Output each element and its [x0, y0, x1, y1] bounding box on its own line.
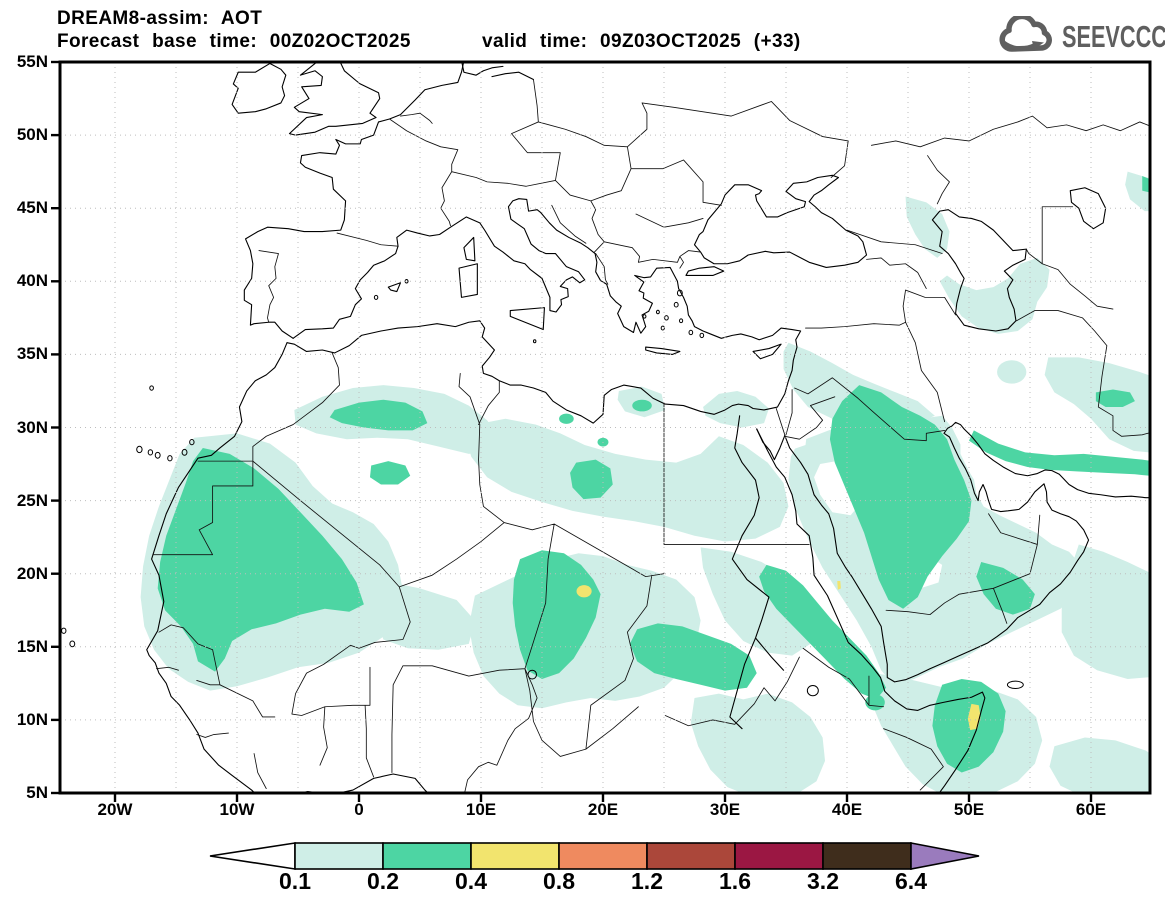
lon-tick-label: 20W: [97, 800, 133, 819]
lon-tick-label: 30E: [709, 800, 741, 819]
lat-tick-label: 55N: [16, 52, 48, 71]
lat-tick-label: 15N: [16, 636, 48, 656]
graticule: [60, 62, 1150, 793]
aot-fill-level-0.2: [157, 176, 1150, 773]
lon-tick-label: 10W: [219, 800, 255, 819]
lon-tick-label: 20E: [587, 800, 619, 819]
lon-tick-label: 10E: [465, 800, 497, 819]
valid-time: valid time: 09Z03OCT2025 (+33): [482, 31, 801, 52]
seevccc-logo-text: SEEVCCC: [1062, 19, 1165, 54]
lat-tick-label: 50N: [16, 125, 48, 145]
country-borders: [153, 80, 1164, 796]
plot-title: DREAM8-assim: AOT: [57, 8, 263, 29]
axis-ticks: [51, 60, 1093, 802]
lon-tick-label: 0: [354, 800, 364, 819]
colorbar-value: 1.6: [719, 868, 751, 894]
lat-tick-label: 30N: [16, 417, 48, 437]
colorbar-scale: [209, 842, 980, 870]
seevccc-logo: SEEVCCC: [996, 16, 1165, 58]
colorbar-value: 0.4: [455, 868, 487, 894]
colorbar-value: 0.8: [543, 868, 575, 894]
colorbar-value: 3.2: [807, 868, 839, 894]
seevccc-cloud-icon: [999, 16, 1052, 52]
forecast-base-time: Forecast base time: 00Z02OCT2025: [57, 31, 411, 52]
lat-tick-label: 20N: [16, 563, 48, 583]
colorbar-value: 6.4: [895, 868, 927, 894]
coastlines: [54, 61, 1164, 826]
lat-tick-label: 35N: [16, 344, 48, 364]
aot-fill-level-0.4: [576, 581, 981, 731]
colorbar-value: 0.1: [279, 868, 311, 894]
lat-tick-label: 5N: [26, 783, 48, 802]
lat-tick-label: 45N: [16, 198, 48, 218]
lat-tick-label: 40N: [16, 271, 48, 291]
lat-tick-label: 10N: [16, 709, 48, 729]
lat-tick-label: 25N: [16, 490, 48, 510]
colorbar-value: 1.2: [631, 868, 663, 894]
lon-tick-label: 60E: [1075, 800, 1107, 819]
colorbar-value: 0.2: [367, 868, 399, 894]
lon-tick-label: 40E: [831, 800, 863, 819]
lon-tick-label: 50E: [953, 800, 985, 819]
